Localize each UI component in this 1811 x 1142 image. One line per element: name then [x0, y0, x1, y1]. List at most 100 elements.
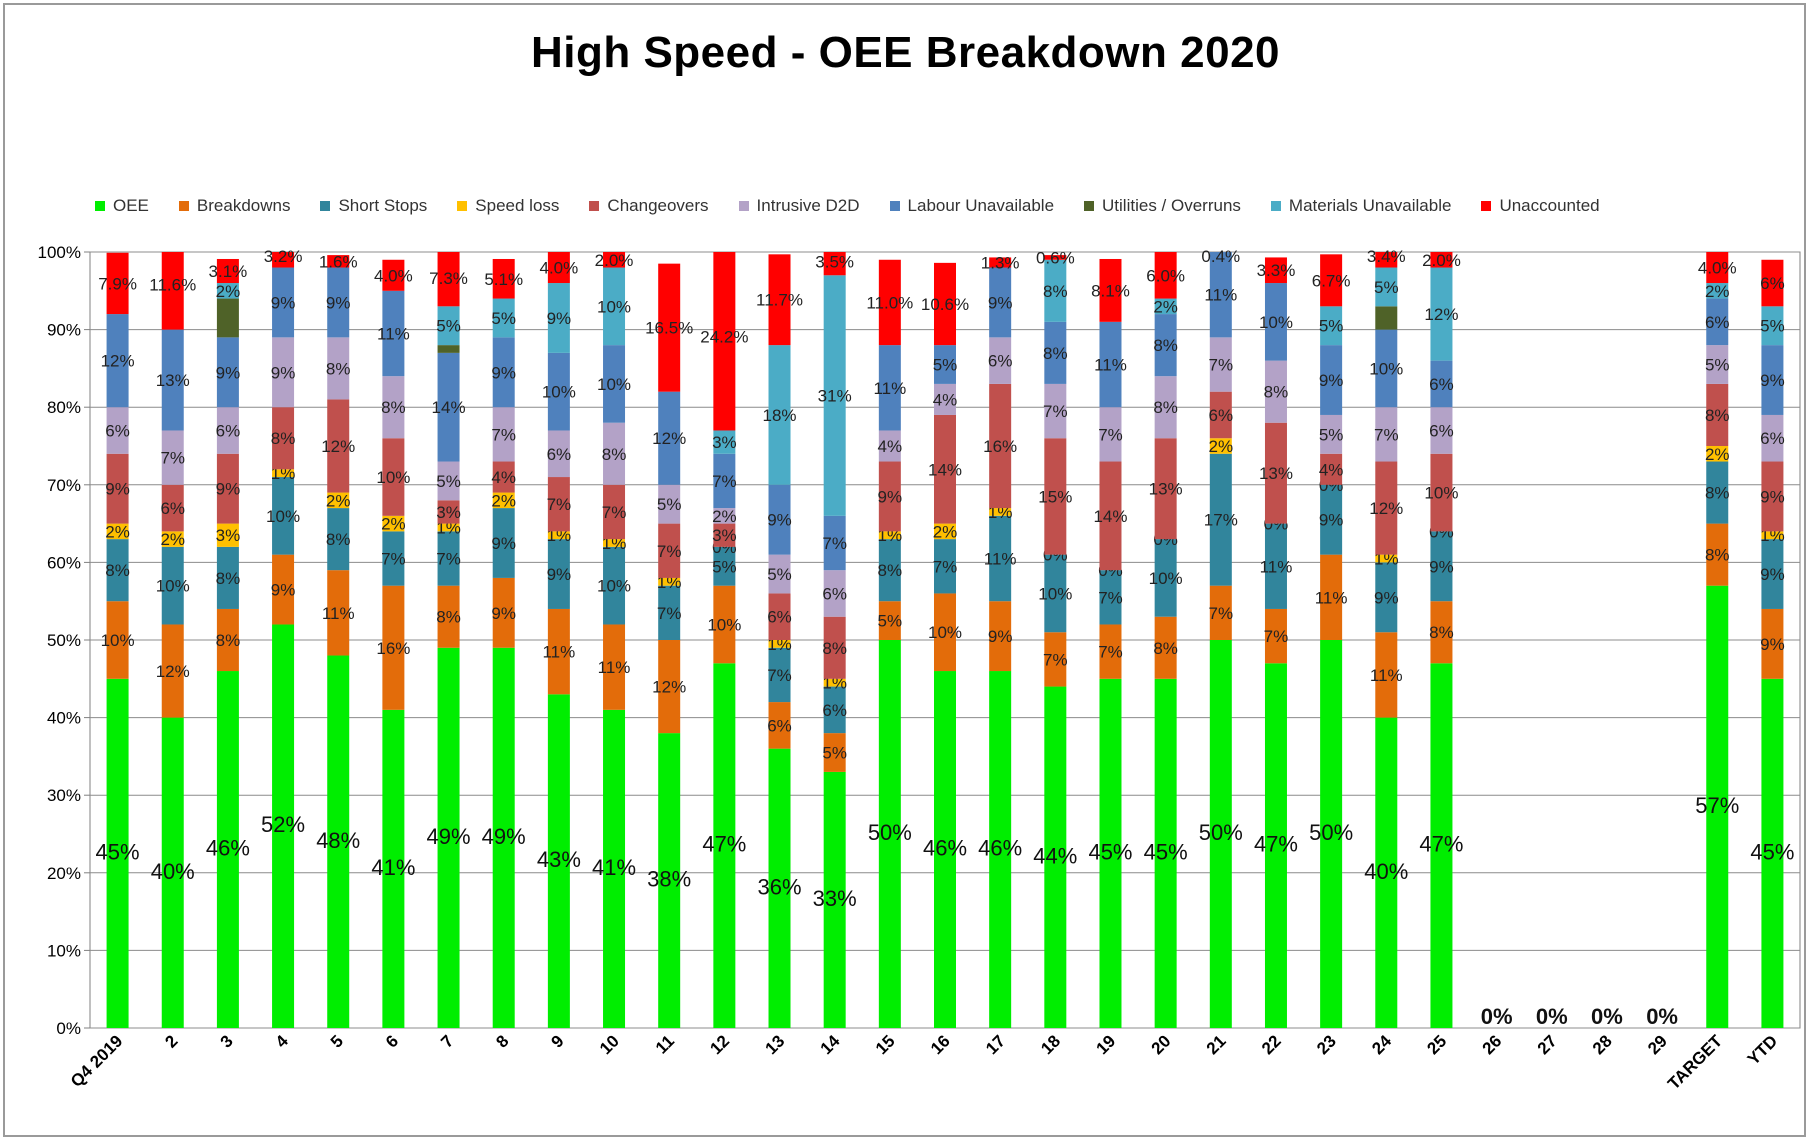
bar-segment — [1264, 257, 1287, 284]
bar-segment — [823, 616, 846, 679]
bar-segment — [1706, 283, 1729, 299]
bar-segment — [1706, 383, 1729, 446]
data-label: 1.6% — [319, 252, 358, 271]
bar-segment — [768, 593, 791, 640]
bar-segment — [547, 531, 570, 540]
bar-segment — [106, 523, 129, 540]
bar-segment — [216, 283, 239, 299]
legend-swatch — [1481, 201, 1492, 211]
bar-segment — [272, 554, 295, 625]
data-label: 10% — [597, 297, 631, 316]
data-label: 9% — [491, 534, 516, 553]
bar-segment — [1209, 453, 1232, 586]
bar-segment — [713, 523, 736, 547]
data-label: 9% — [1429, 557, 1454, 576]
legend-label: Labour Unavailable — [907, 196, 1055, 215]
data-label: 5% — [1760, 317, 1785, 336]
legend-swatch — [1270, 201, 1281, 211]
data-label: 11% — [984, 550, 1017, 569]
bar-segment — [1320, 484, 1343, 555]
data-label: 9% — [271, 293, 296, 312]
xtick-label: 14 — [817, 1031, 844, 1058]
bar-segment — [1209, 391, 1232, 439]
bar-segment — [547, 539, 570, 609]
data-label: 5% — [1705, 356, 1730, 375]
bar-segment — [878, 461, 901, 532]
bar-segment — [1375, 562, 1398, 633]
data-label: 7% — [602, 503, 627, 522]
bar-segment — [382, 709, 405, 1028]
bar-segment — [547, 477, 570, 532]
data-label: 4% — [1319, 460, 1344, 479]
legend-swatch — [889, 201, 900, 211]
data-label: 8% — [1043, 282, 1068, 301]
data-label: 6% — [1760, 429, 1785, 448]
bar-segment — [327, 337, 350, 400]
data-label: 10% — [542, 383, 576, 402]
bar-segment — [1044, 383, 1067, 439]
xtick-label: 20 — [1148, 1031, 1175, 1058]
bar-segment — [161, 484, 184, 532]
bar-segment — [1706, 345, 1729, 384]
data-label: 2.0% — [595, 251, 634, 270]
data-label: 9% — [491, 604, 516, 623]
bar-segment — [216, 407, 239, 454]
data-label: 10.6% — [921, 295, 969, 314]
data-label: 3% — [712, 526, 737, 545]
data-label: 11% — [598, 658, 631, 677]
data-label: 14% — [1093, 507, 1127, 526]
bar-segment — [989, 671, 1012, 1028]
bar-segment — [272, 477, 295, 555]
xtick-label: TARGET — [1664, 1031, 1726, 1093]
bar-segment — [713, 663, 736, 1028]
data-label: 13% — [1259, 464, 1293, 483]
data-label: 6% — [822, 701, 847, 720]
data-label: 8% — [436, 608, 461, 627]
data-label: 2% — [1705, 445, 1730, 464]
data-label: 6% — [1429, 375, 1454, 394]
legend-item-7: Utilities / Overruns — [1084, 196, 1241, 216]
bar-segment — [216, 453, 239, 524]
bar-segment — [713, 585, 736, 664]
data-label: 8% — [1264, 383, 1289, 402]
data-label: 12% — [652, 429, 686, 448]
bar-segment — [1320, 640, 1343, 1028]
data-label: 7% — [657, 604, 682, 623]
data-label: 5% — [712, 557, 737, 576]
bar-segment — [1375, 554, 1398, 563]
data-label: 7% — [160, 449, 185, 468]
data-label: 5% — [1374, 278, 1399, 297]
data-label: 10% — [928, 623, 962, 642]
bar-segment — [989, 515, 1012, 602]
bar-segment — [1761, 608, 1784, 679]
xtick-label: 18 — [1037, 1031, 1064, 1058]
bar-segment — [603, 546, 626, 625]
ytick-label: 40% — [47, 709, 81, 728]
data-label: 9% — [767, 511, 792, 530]
bar-segment — [161, 430, 184, 485]
oee-data-label: 36% — [757, 874, 801, 899]
data-label: 13% — [1149, 480, 1183, 499]
oee-data-label: 38% — [647, 867, 691, 892]
bar-segment — [658, 577, 681, 586]
data-label: 9% — [1319, 371, 1344, 390]
legend-label: Utilities / Overruns — [1102, 196, 1241, 215]
bar-segment — [1209, 252, 1232, 338]
data-label: 3.3% — [1257, 261, 1296, 280]
bar-segment — [1154, 678, 1177, 1028]
bar-segment — [713, 252, 736, 431]
oee-data-label: 40% — [151, 859, 195, 884]
legend-label: Changeovers — [607, 196, 709, 215]
data-label: 5% — [436, 472, 461, 491]
data-label: 9% — [1319, 511, 1344, 530]
bar-segment — [1375, 329, 1398, 408]
bar-segment — [1099, 570, 1122, 625]
data-label: 8% — [326, 530, 351, 549]
bar-segment — [106, 252, 129, 315]
legend-label: Intrusive D2D — [756, 196, 860, 215]
data-label: 4.0% — [1698, 259, 1737, 278]
bar-segment — [437, 647, 460, 1028]
bar-segment — [1761, 539, 1784, 609]
bar-segment — [823, 686, 846, 734]
bar-segment — [1320, 254, 1343, 307]
